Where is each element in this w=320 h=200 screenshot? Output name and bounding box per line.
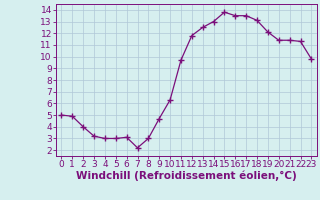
X-axis label: Windchill (Refroidissement éolien,°C): Windchill (Refroidissement éolien,°C) xyxy=(76,171,297,181)
